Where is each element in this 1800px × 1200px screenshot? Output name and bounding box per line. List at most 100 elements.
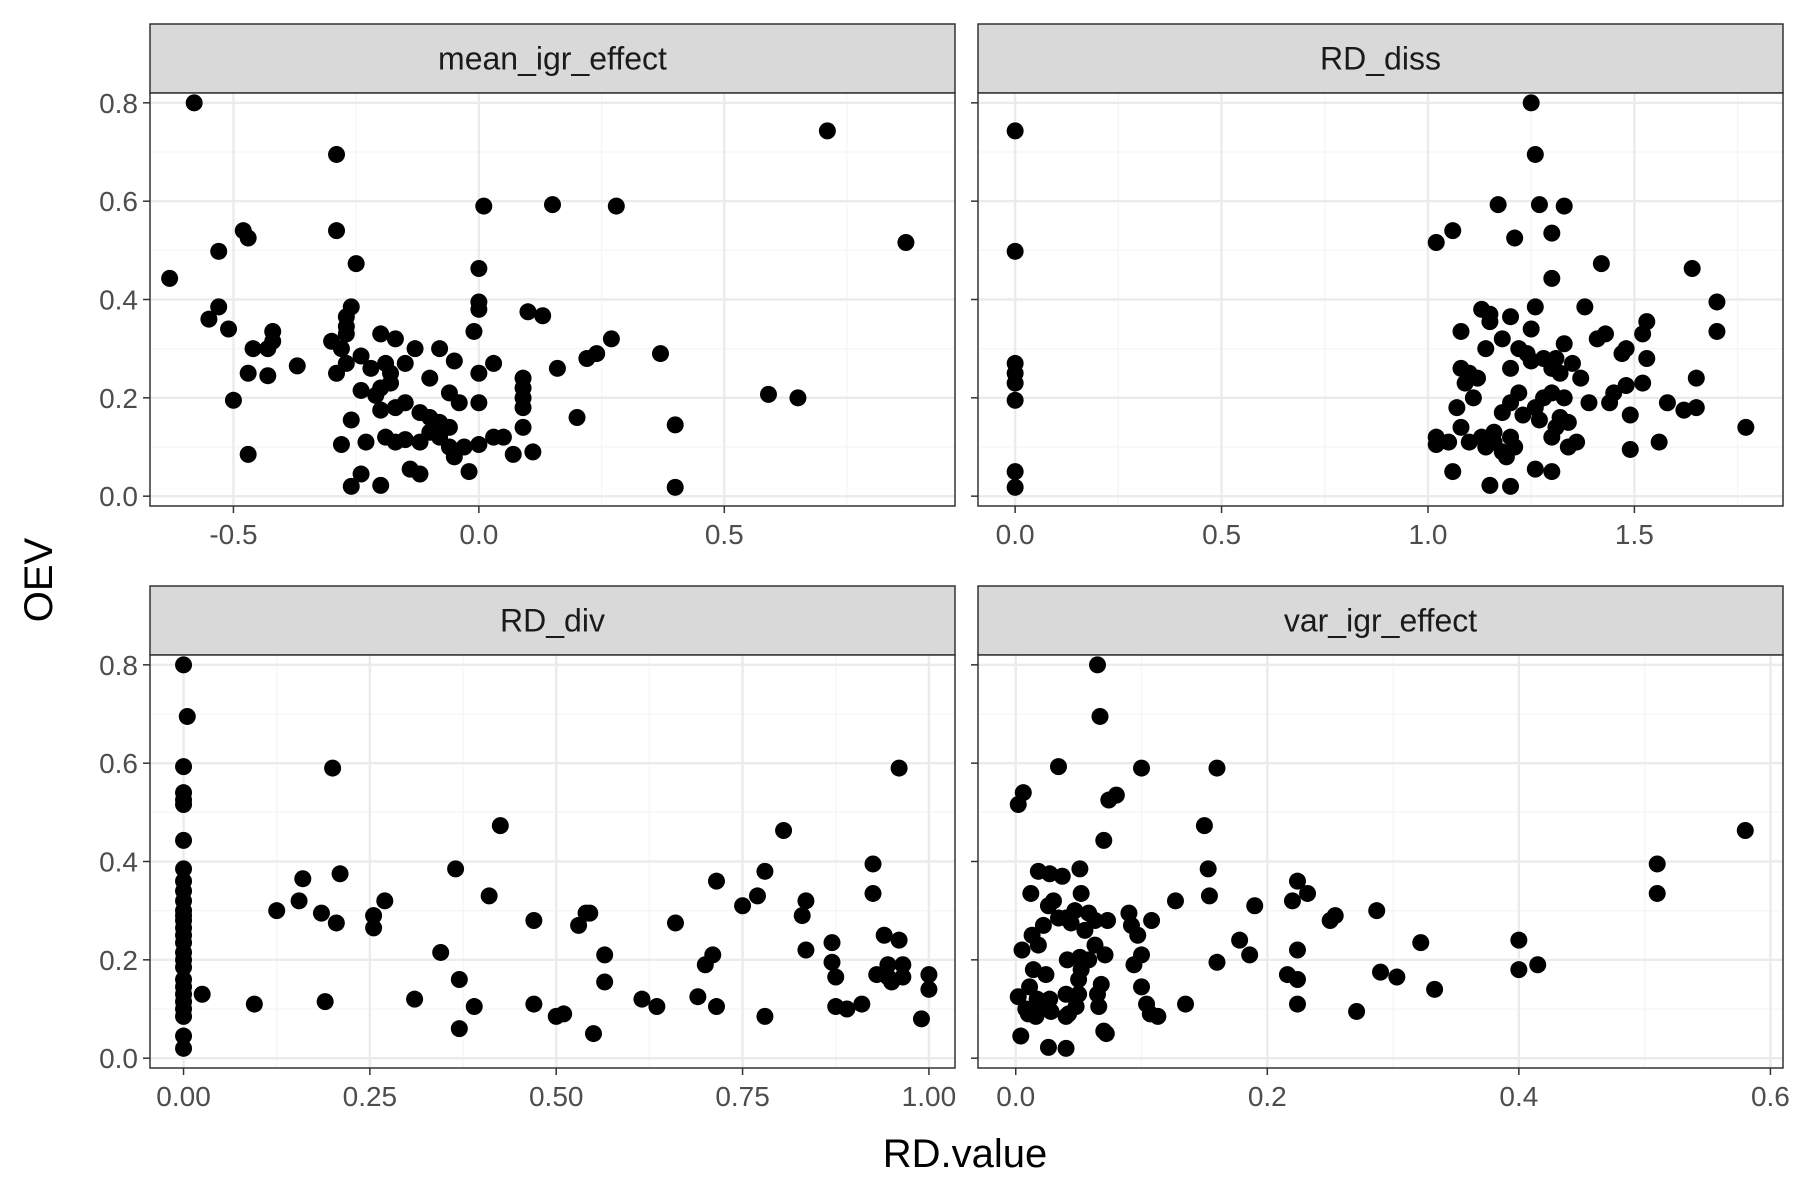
data-point xyxy=(648,998,666,1016)
data-point xyxy=(1037,966,1055,984)
data-point xyxy=(411,433,429,451)
data-point xyxy=(689,988,707,1006)
data-point xyxy=(470,394,488,412)
data-point xyxy=(1208,953,1226,971)
data-point xyxy=(1088,656,1106,674)
data-point xyxy=(1006,374,1024,392)
data-point xyxy=(1288,971,1306,988)
data-point xyxy=(1006,391,1024,409)
data-point xyxy=(756,862,774,880)
facet-strip xyxy=(977,585,1784,656)
data-point xyxy=(465,998,483,1016)
data-point xyxy=(352,347,370,365)
data-point xyxy=(707,872,725,890)
data-point xyxy=(797,941,815,959)
data-point xyxy=(470,436,488,454)
data-point xyxy=(431,340,449,358)
y-tick-label: 0.4 xyxy=(99,847,138,878)
data-point xyxy=(1543,269,1561,287)
data-point xyxy=(1027,1007,1045,1025)
data-point xyxy=(534,307,552,325)
facet-strip-label: RD_div xyxy=(500,603,605,639)
data-point xyxy=(897,233,915,251)
facet-strip xyxy=(149,23,956,94)
data-point xyxy=(1638,313,1656,331)
data-point xyxy=(1133,759,1151,777)
data-point xyxy=(365,919,383,937)
data-point xyxy=(1489,196,1507,214)
data-point xyxy=(1530,196,1548,214)
data-point xyxy=(1388,968,1406,986)
data-point xyxy=(581,904,599,922)
data-point xyxy=(1199,860,1217,878)
x-tick-label: 0.5 xyxy=(705,519,744,550)
data-point xyxy=(1481,313,1499,331)
data-point xyxy=(1009,795,1027,813)
data-point xyxy=(1060,1005,1078,1023)
data-point xyxy=(161,269,179,287)
data-point xyxy=(707,998,725,1016)
data-point xyxy=(342,477,360,495)
data-point xyxy=(337,325,355,343)
y-axis-title: OEV xyxy=(17,537,61,622)
data-point xyxy=(362,359,380,377)
y-tick-label: 0.0 xyxy=(99,1043,138,1074)
data-point xyxy=(602,330,620,348)
data-point xyxy=(1555,389,1573,407)
data-point xyxy=(1143,912,1161,929)
data-point xyxy=(445,352,463,370)
data-point xyxy=(175,656,193,674)
data-point xyxy=(450,971,468,988)
data-point xyxy=(759,385,777,403)
data-point xyxy=(1559,438,1577,456)
data-point xyxy=(239,229,257,247)
data-point xyxy=(596,973,614,991)
y-tick-label: 0.6 xyxy=(99,186,138,217)
data-point xyxy=(1514,406,1532,424)
data-point xyxy=(578,350,596,367)
data-point xyxy=(239,445,257,463)
data-point xyxy=(224,391,242,409)
data-point xyxy=(1621,440,1639,458)
data-point xyxy=(268,902,286,920)
data-point xyxy=(1088,985,1106,1003)
x-tick-label: 0.0 xyxy=(459,519,498,550)
x-axis-title: RD.value xyxy=(883,1132,1048,1176)
data-point xyxy=(1708,293,1726,311)
data-point xyxy=(382,374,400,392)
data-point xyxy=(775,822,793,840)
data-point xyxy=(875,926,893,944)
x-tick-label: 0.00 xyxy=(156,1081,211,1112)
data-point xyxy=(465,322,483,340)
data-point xyxy=(1460,433,1478,451)
data-point xyxy=(756,1007,774,1025)
data-point xyxy=(1326,907,1344,925)
data-point xyxy=(259,340,277,358)
data-point xyxy=(245,995,263,1013)
data-point xyxy=(1621,406,1639,424)
data-point xyxy=(372,325,390,343)
data-point xyxy=(1510,961,1528,979)
data-point xyxy=(178,707,196,725)
data-point xyxy=(734,897,752,915)
facet-strip xyxy=(149,585,956,656)
data-point xyxy=(1100,791,1118,809)
data-point xyxy=(470,300,488,318)
data-point xyxy=(193,985,211,1003)
x-tick-label: 0.75 xyxy=(715,1081,770,1112)
data-point xyxy=(386,330,404,348)
data-point xyxy=(1522,320,1540,338)
data-point xyxy=(1650,433,1668,451)
y-tick-label: 0.6 xyxy=(99,748,138,779)
data-point xyxy=(175,831,193,849)
data-point xyxy=(1096,946,1114,964)
data-point xyxy=(1648,884,1666,902)
data-point xyxy=(200,310,218,328)
data-point xyxy=(220,320,238,338)
data-point xyxy=(239,364,257,382)
data-point xyxy=(666,914,684,932)
data-point xyxy=(1506,229,1524,247)
data-point xyxy=(1526,460,1544,478)
data-point xyxy=(1426,980,1444,998)
